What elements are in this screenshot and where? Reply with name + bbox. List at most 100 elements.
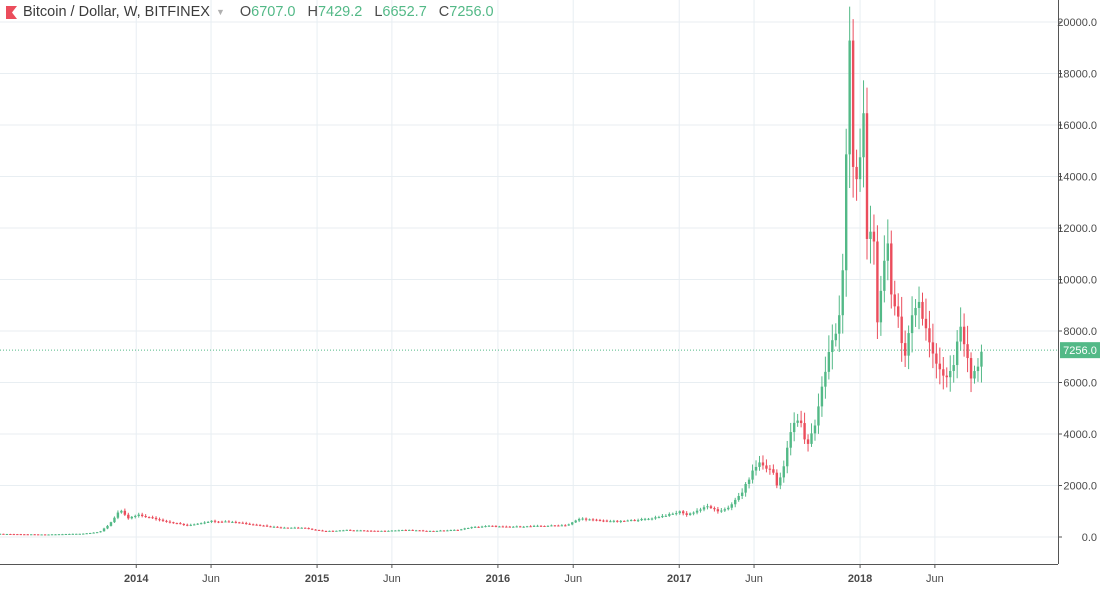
candle-body	[418, 530, 421, 532]
x-tick-label: 2015	[305, 573, 329, 585]
candle-body	[373, 530, 376, 532]
candle-body	[973, 371, 976, 379]
low-value: 6652.7	[382, 4, 427, 20]
candle-body	[376, 530, 380, 532]
candle-body	[290, 527, 293, 529]
candle-body	[629, 520, 633, 522]
candle-body	[848, 40, 851, 155]
candle-body	[352, 530, 355, 532]
low-field: L6652.7	[371, 4, 426, 20]
candle-body	[276, 526, 279, 528]
candle-body	[879, 290, 883, 323]
candle-body	[68, 533, 71, 535]
candle-body	[938, 363, 942, 370]
symbol-legend: Bitcoin / Dollar, W, BITFINEX ▼ O6707.0 …	[6, 2, 503, 22]
candle-body	[602, 520, 605, 522]
low-label: L	[374, 4, 383, 20]
candle-body	[64, 534, 68, 536]
candle-body	[851, 40, 855, 167]
candle-body	[269, 526, 272, 528]
candle-body	[536, 525, 539, 527]
candle-body	[227, 521, 231, 523]
candle-body	[806, 439, 810, 444]
candle-body	[2, 533, 5, 535]
candle-body	[747, 479, 751, 484]
x-axis-tick-labels: 2014 Jun 2015 Jun 2016 Jun 2017 Jun 2018 Jun	[124, 573, 944, 585]
candle-body	[831, 340, 834, 353]
candle-body	[522, 526, 525, 528]
high-field: H7429.2	[305, 4, 363, 20]
candle-body	[12, 534, 16, 536]
candle-body	[307, 528, 310, 530]
candle-body	[255, 524, 258, 526]
candle-body	[473, 526, 477, 528]
candle-body	[189, 524, 192, 526]
candle-body	[366, 530, 369, 532]
candle-body	[109, 522, 113, 526]
candle-body	[855, 166, 858, 180]
y-tick-label: 18000.0	[1057, 69, 1097, 81]
candle-body	[182, 524, 186, 526]
candle-body	[186, 524, 189, 526]
candle-body	[88, 533, 92, 535]
candle-body	[134, 515, 137, 517]
candle-body	[123, 510, 127, 515]
candle-body	[456, 529, 459, 531]
open-field: O6707.0	[237, 4, 296, 20]
candle-body	[165, 520, 168, 522]
candle-body	[720, 510, 723, 512]
candle-body	[751, 470, 754, 480]
candle-body	[786, 447, 789, 467]
candle-body	[179, 523, 182, 525]
candle-body	[491, 525, 494, 527]
candle-body	[283, 527, 286, 529]
candle-body	[792, 422, 796, 433]
caret-down-icon[interactable]: ▼	[215, 7, 225, 17]
candle-body	[803, 423, 806, 440]
candle-body	[449, 530, 453, 532]
candle-body	[33, 534, 36, 536]
candle-body	[442, 530, 446, 532]
candle-body	[550, 525, 553, 527]
candle-body	[359, 530, 362, 532]
candle-body	[71, 533, 75, 535]
candle-body	[113, 517, 116, 523]
candle-body	[203, 522, 206, 524]
candle-body	[959, 326, 962, 342]
candle-body	[120, 510, 123, 513]
candle-body	[734, 499, 737, 505]
bitfinex-flag-icon	[6, 5, 17, 19]
candle-body	[349, 529, 352, 531]
candle-body	[383, 530, 387, 532]
candle-body	[765, 465, 768, 469]
candle-body	[796, 420, 799, 423]
candle-body	[321, 530, 324, 532]
candle-body	[897, 306, 900, 317]
candle-body	[976, 366, 980, 372]
candle-body	[369, 530, 373, 532]
candle-body	[539, 525, 543, 527]
candle-body	[470, 527, 473, 529]
candle-body	[699, 509, 702, 511]
y-tick-label: 14000.0	[1057, 172, 1097, 184]
candle-body	[446, 530, 449, 532]
x-tick-label: Jun	[564, 573, 582, 585]
candle-body	[466, 527, 470, 529]
y-tick-label: 10000.0	[1057, 275, 1097, 287]
symbol-title[interactable]: Bitcoin / Dollar, W, BITFINEX	[23, 4, 210, 20]
candle-body	[453, 529, 456, 531]
candle-body	[324, 530, 328, 532]
candle-body	[664, 515, 668, 517]
candle-body	[99, 531, 102, 533]
candle-body	[387, 530, 390, 532]
candle-body	[817, 406, 820, 426]
candle-body	[50, 534, 54, 536]
candle-body	[872, 231, 876, 242]
candle-body	[876, 241, 879, 323]
candle-body	[328, 530, 331, 532]
candle-body	[636, 520, 640, 522]
candle-body	[838, 315, 841, 334]
candle-body	[650, 518, 654, 520]
candle-body	[272, 526, 276, 528]
